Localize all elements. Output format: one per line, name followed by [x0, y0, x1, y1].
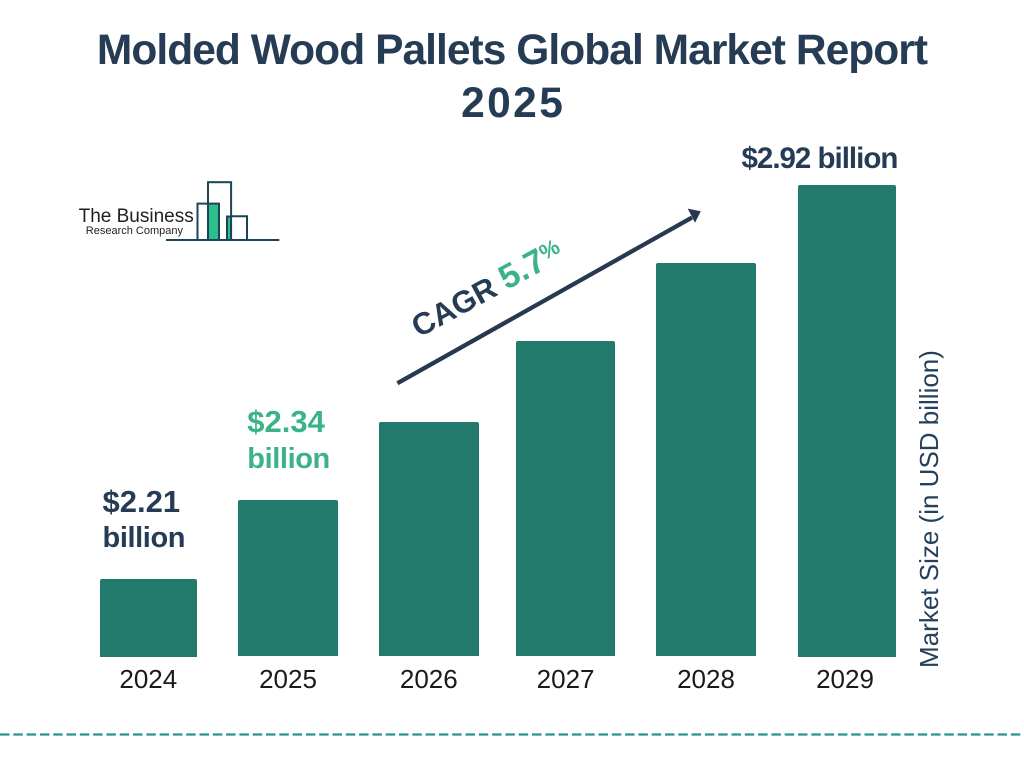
svg-text:The Business: The Business — [79, 206, 194, 227]
svg-text:Research Company: Research Company — [86, 225, 184, 237]
